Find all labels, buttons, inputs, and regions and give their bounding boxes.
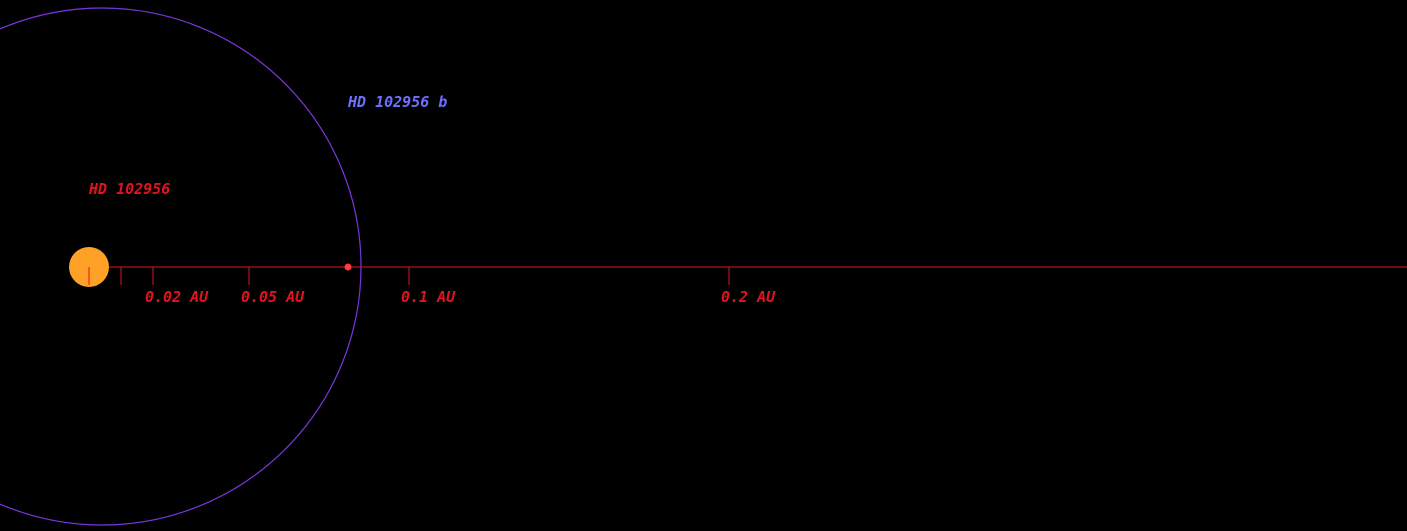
scale-tick-label: 0.1 AU (401, 288, 456, 306)
scale-tick-label: 0.05 AU (241, 288, 305, 306)
planet-label: HD 102956 b (347, 93, 447, 111)
star-label: HD 102956 (88, 180, 170, 198)
planet (344, 263, 352, 271)
scale-tick-label: 0.02 AU (145, 288, 209, 306)
scale-tick-label: 0.2 AU (721, 288, 776, 306)
